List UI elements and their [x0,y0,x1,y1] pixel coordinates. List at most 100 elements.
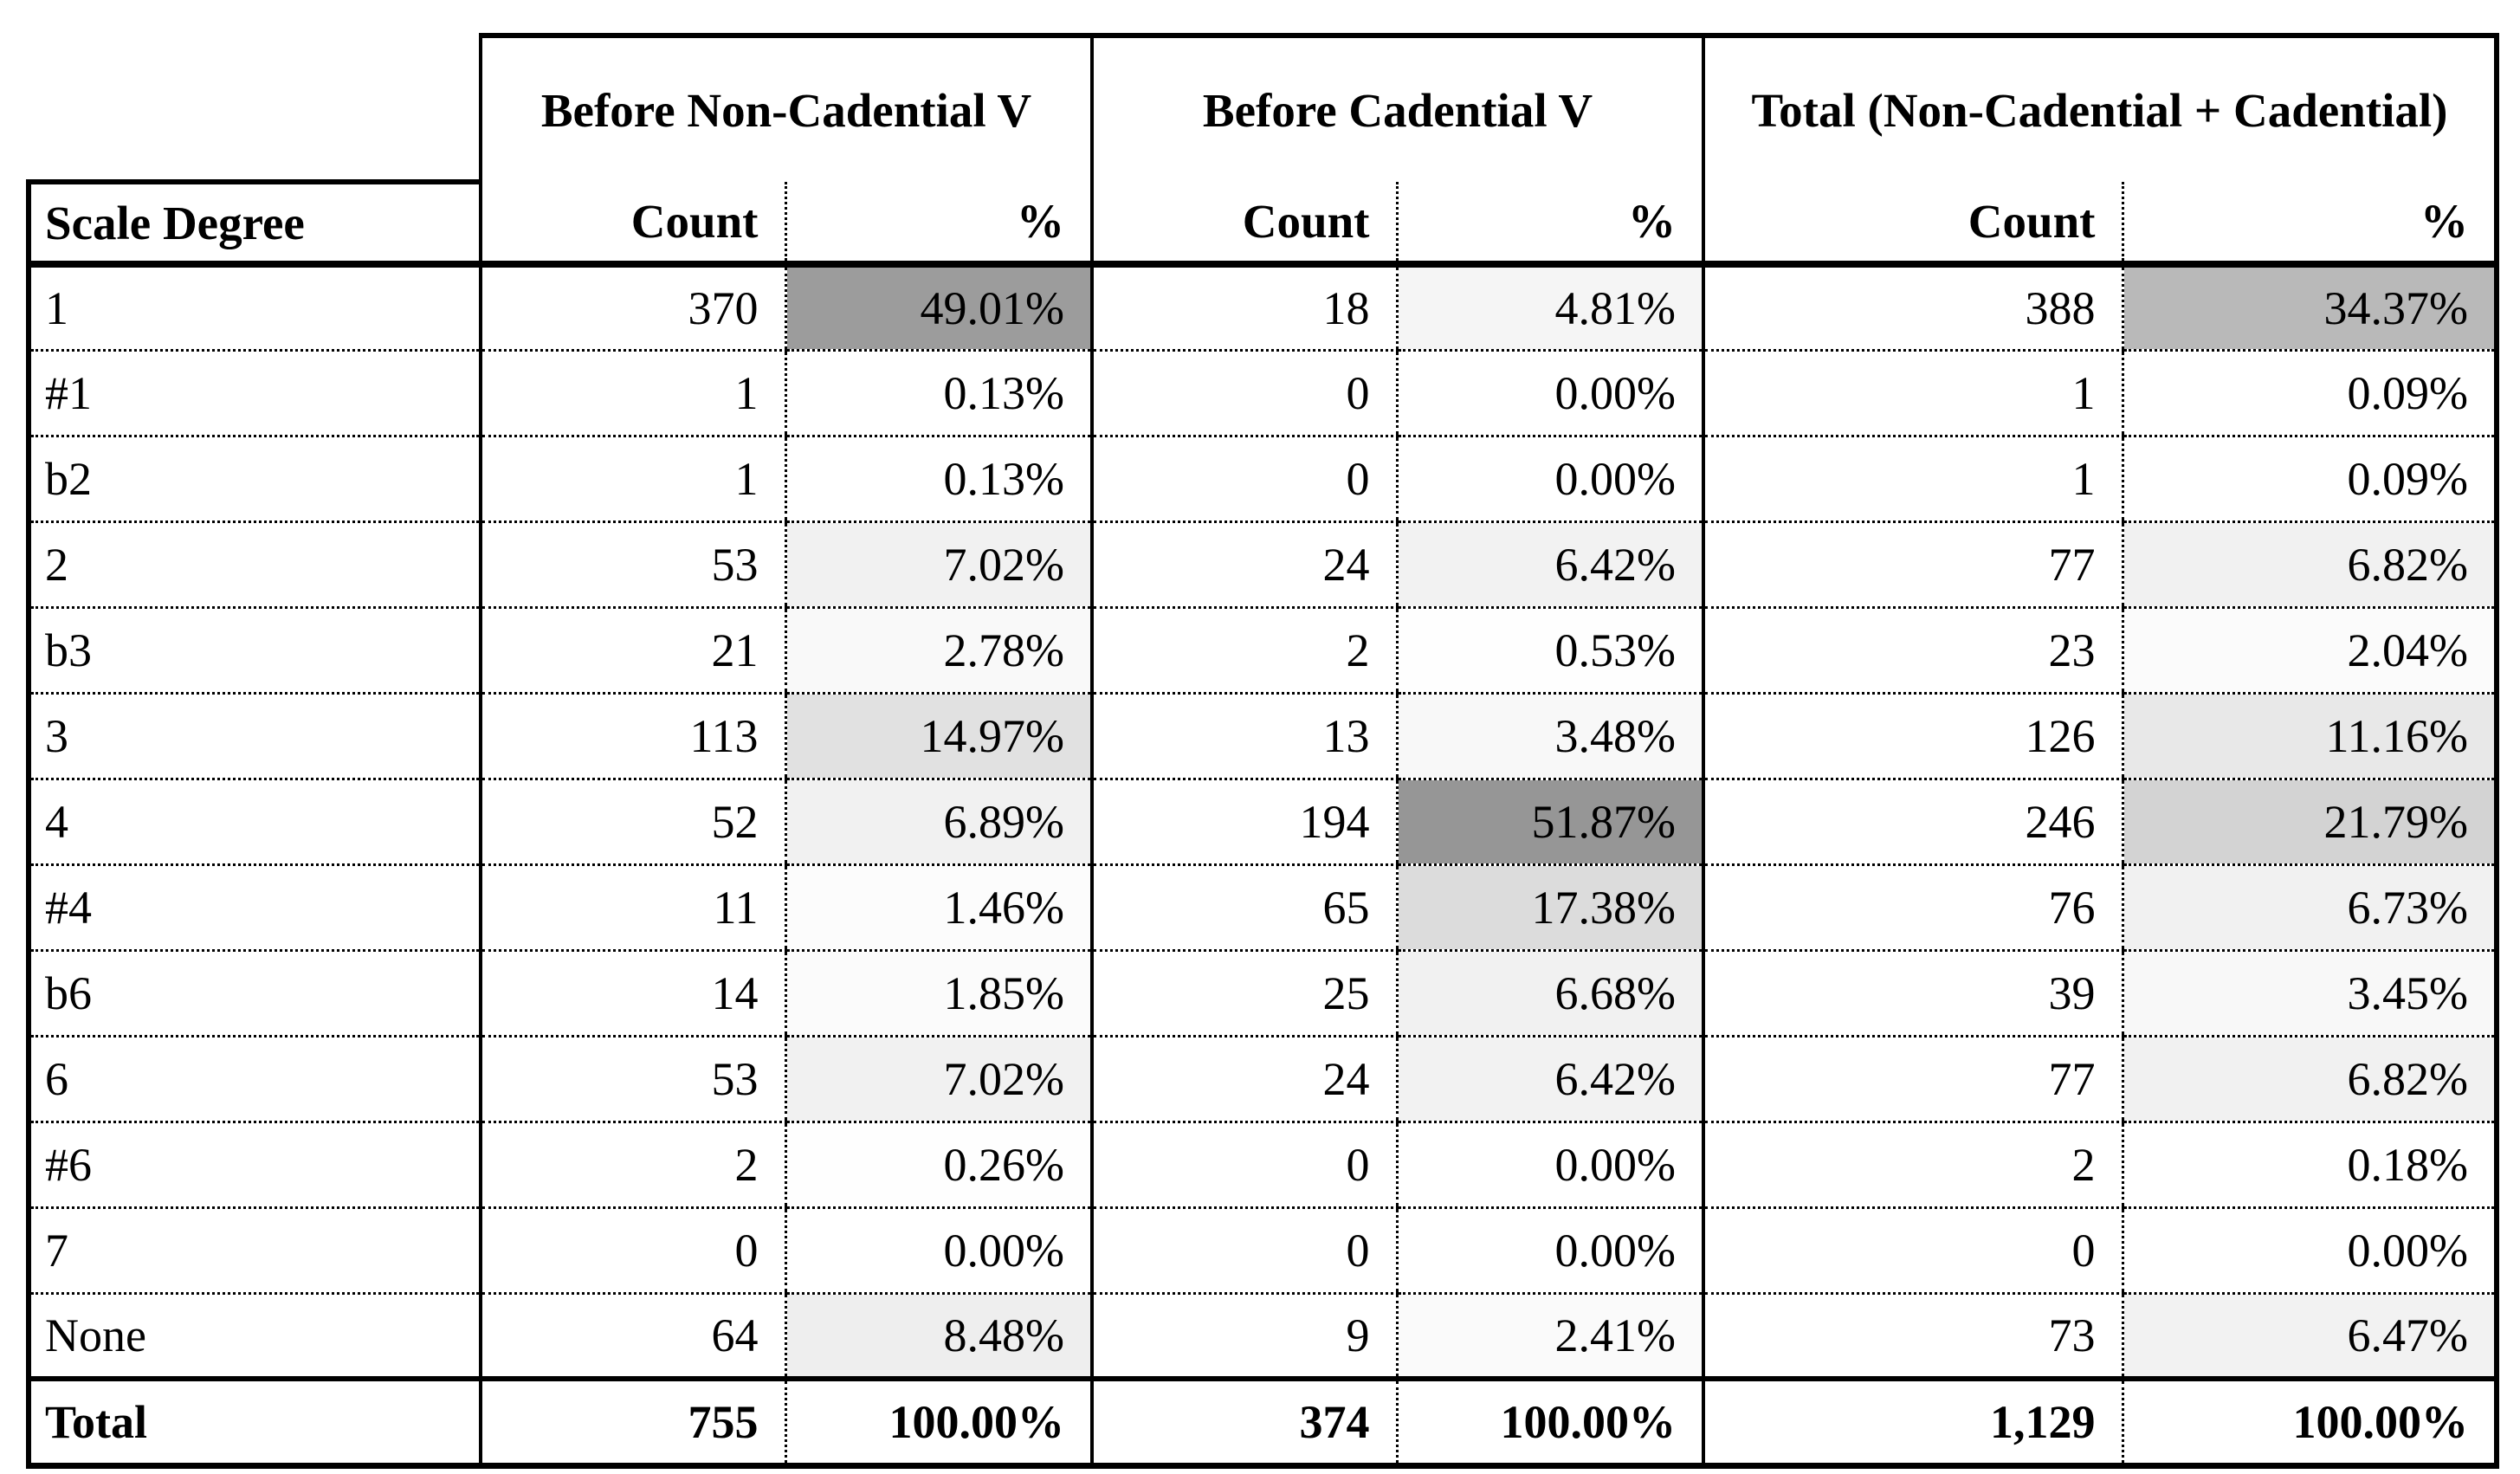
percent-cell: 0.09% [2121,436,2500,523]
count-cell: 1 [1702,436,2123,523]
percent-cell: 6.47% [2121,1293,2500,1381]
count-cell: 76 [1702,864,2123,952]
count-header-1: Count [479,182,785,268]
scale-degree-cell: 4 [26,779,482,866]
count-cell: 0 [1090,436,1397,523]
group-header-cadential: Before Cadential V [1090,33,1705,182]
scale-degree-cell: None [26,1293,482,1381]
percent-cell: 17.38% [1395,864,1703,952]
percent-cell: 51.87% [1395,779,1703,866]
count-cell: 194 [1090,779,1397,866]
count-cell: 388 [1702,264,2123,352]
percent-cell: 6.82% [2121,1036,2500,1123]
table-body: 1 370 49.01% 18 4.81% 388 34.37% #1 1 0.13% 0 0.00%… [26,264,2500,1469]
data-row: b3 21 2.78% 2 0.53% 23 2.04% [26,607,2500,695]
count-cell: 1,129 [1702,1379,2123,1469]
percent-cell: 11.16% [2121,693,2500,780]
percent-cell: 0.13% [784,436,1092,523]
count-cell: 1 [1702,350,2123,437]
data-row: 2 53 7.02% 24 6.42% 77 6.82% [26,521,2500,609]
count-cell: 25 [1090,950,1397,1038]
scale-degree-table: Before Non-Cadential V Before Cadential … [26,33,2500,1469]
data-row: #6 2 0.26% 0 0.00% 2 0.18% [26,1122,2500,1209]
percent-cell: 0.00% [1395,436,1703,523]
percent-cell: 14.97% [784,693,1092,780]
count-cell: 2 [479,1122,785,1209]
data-row: b6 14 1.85% 25 6.68% 39 3.45% [26,950,2500,1038]
data-row: 4 52 6.89% 194 51.87% 246 21.79% [26,779,2500,866]
count-cell: 126 [1702,693,2123,780]
scale-degree-cell: Total [26,1379,482,1469]
percent-cell: 100.00% [1395,1379,1703,1469]
count-cell: 14 [479,950,785,1038]
percent-cell: 0.09% [2121,350,2500,437]
data-row: 6 53 7.02% 24 6.42% 77 6.82% [26,1036,2500,1123]
count-cell: 39 [1702,950,2123,1038]
count-cell: 113 [479,693,785,780]
count-cell: 23 [1702,607,2123,695]
percent-cell: 0.26% [784,1122,1092,1209]
percent-cell: 2.78% [784,607,1092,695]
percent-cell: 0.00% [2121,1207,2500,1295]
scale-degree-cell: #4 [26,864,482,952]
percent-cell: 21.79% [2121,779,2500,866]
data-row: None 64 8.48% 9 2.41% 73 6.47% [26,1293,2500,1381]
count-cell: 64 [479,1293,785,1381]
percent-cell: 100.00% [2121,1379,2500,1469]
count-cell: 1 [479,350,785,437]
scale-degree-cell: b2 [26,436,482,523]
group-header-row: Before Non-Cadential V Before Cadential … [29,33,2500,182]
count-cell: 374 [1090,1379,1397,1469]
percent-cell: 6.82% [2121,521,2500,609]
count-cell: 73 [1702,1293,2123,1381]
count-cell: 53 [479,1036,785,1123]
percent-cell: 4.81% [1395,264,1703,352]
data-row: 7 0 0.00% 0 0.00% 0 0.00% [26,1207,2500,1295]
percent-cell: 2.04% [2121,607,2500,695]
count-cell: 9 [1090,1293,1397,1381]
data-row: 3 113 14.97% 13 3.48% 126 11.16% [26,693,2500,780]
count-header-2: Count [1090,182,1397,268]
count-cell: 2 [1702,1122,2123,1209]
count-cell: 1 [479,436,785,523]
scale-degree-cell: #6 [26,1122,482,1209]
percent-cell: 1.46% [784,864,1092,952]
scale-degree-cell: 6 [26,1036,482,1123]
percent-cell: 3.45% [2121,950,2500,1038]
percent-cell: 34.37% [2121,264,2500,352]
count-cell: 0 [1090,1122,1397,1209]
percent-header-2: % [1395,182,1703,268]
percent-cell: 100.00% [784,1379,1092,1469]
scale-degree-cell: b6 [26,950,482,1038]
data-row: 1 370 49.01% 18 4.81% 388 34.37% [26,264,2500,352]
percent-cell: 0.53% [1395,607,1703,695]
percent-cell: 2.41% [1395,1293,1703,1381]
percent-cell: 6.89% [784,779,1092,866]
count-cell: 0 [1702,1207,2123,1295]
data-row: #1 1 0.13% 0 0.00% 1 0.09% [26,350,2500,437]
count-cell: 11 [479,864,785,952]
count-cell: 246 [1702,779,2123,866]
scale-degree-cell: #1 [26,350,482,437]
data-row: #4 11 1.46% 65 17.38% 76 6.73% [26,864,2500,952]
percent-cell: 8.48% [784,1293,1092,1381]
scale-degree-cell: b3 [26,607,482,695]
count-cell: 77 [1702,521,2123,609]
count-cell: 53 [479,521,785,609]
count-cell: 24 [1090,521,1397,609]
count-cell: 65 [1090,864,1397,952]
percent-cell: 0.00% [1395,1207,1703,1295]
scale-degree-header: Scale Degree [26,179,482,268]
count-cell: 0 [1090,350,1397,437]
scale-degree-table-sheet: Before Non-Cadential V Before Cadential … [26,33,2500,1469]
count-cell: 77 [1702,1036,2123,1123]
percent-cell: 7.02% [784,521,1092,609]
count-cell: 0 [1090,1207,1397,1295]
percent-cell: 0.00% [784,1207,1092,1295]
count-cell: 52 [479,779,785,866]
count-header-3: Count [1702,182,2123,268]
percent-cell: 6.42% [1395,521,1703,609]
percent-cell: 6.42% [1395,1036,1703,1123]
column-header-row: Scale Degree Count % Count % Count % [26,179,2500,268]
percent-header-3: % [2121,182,2500,268]
